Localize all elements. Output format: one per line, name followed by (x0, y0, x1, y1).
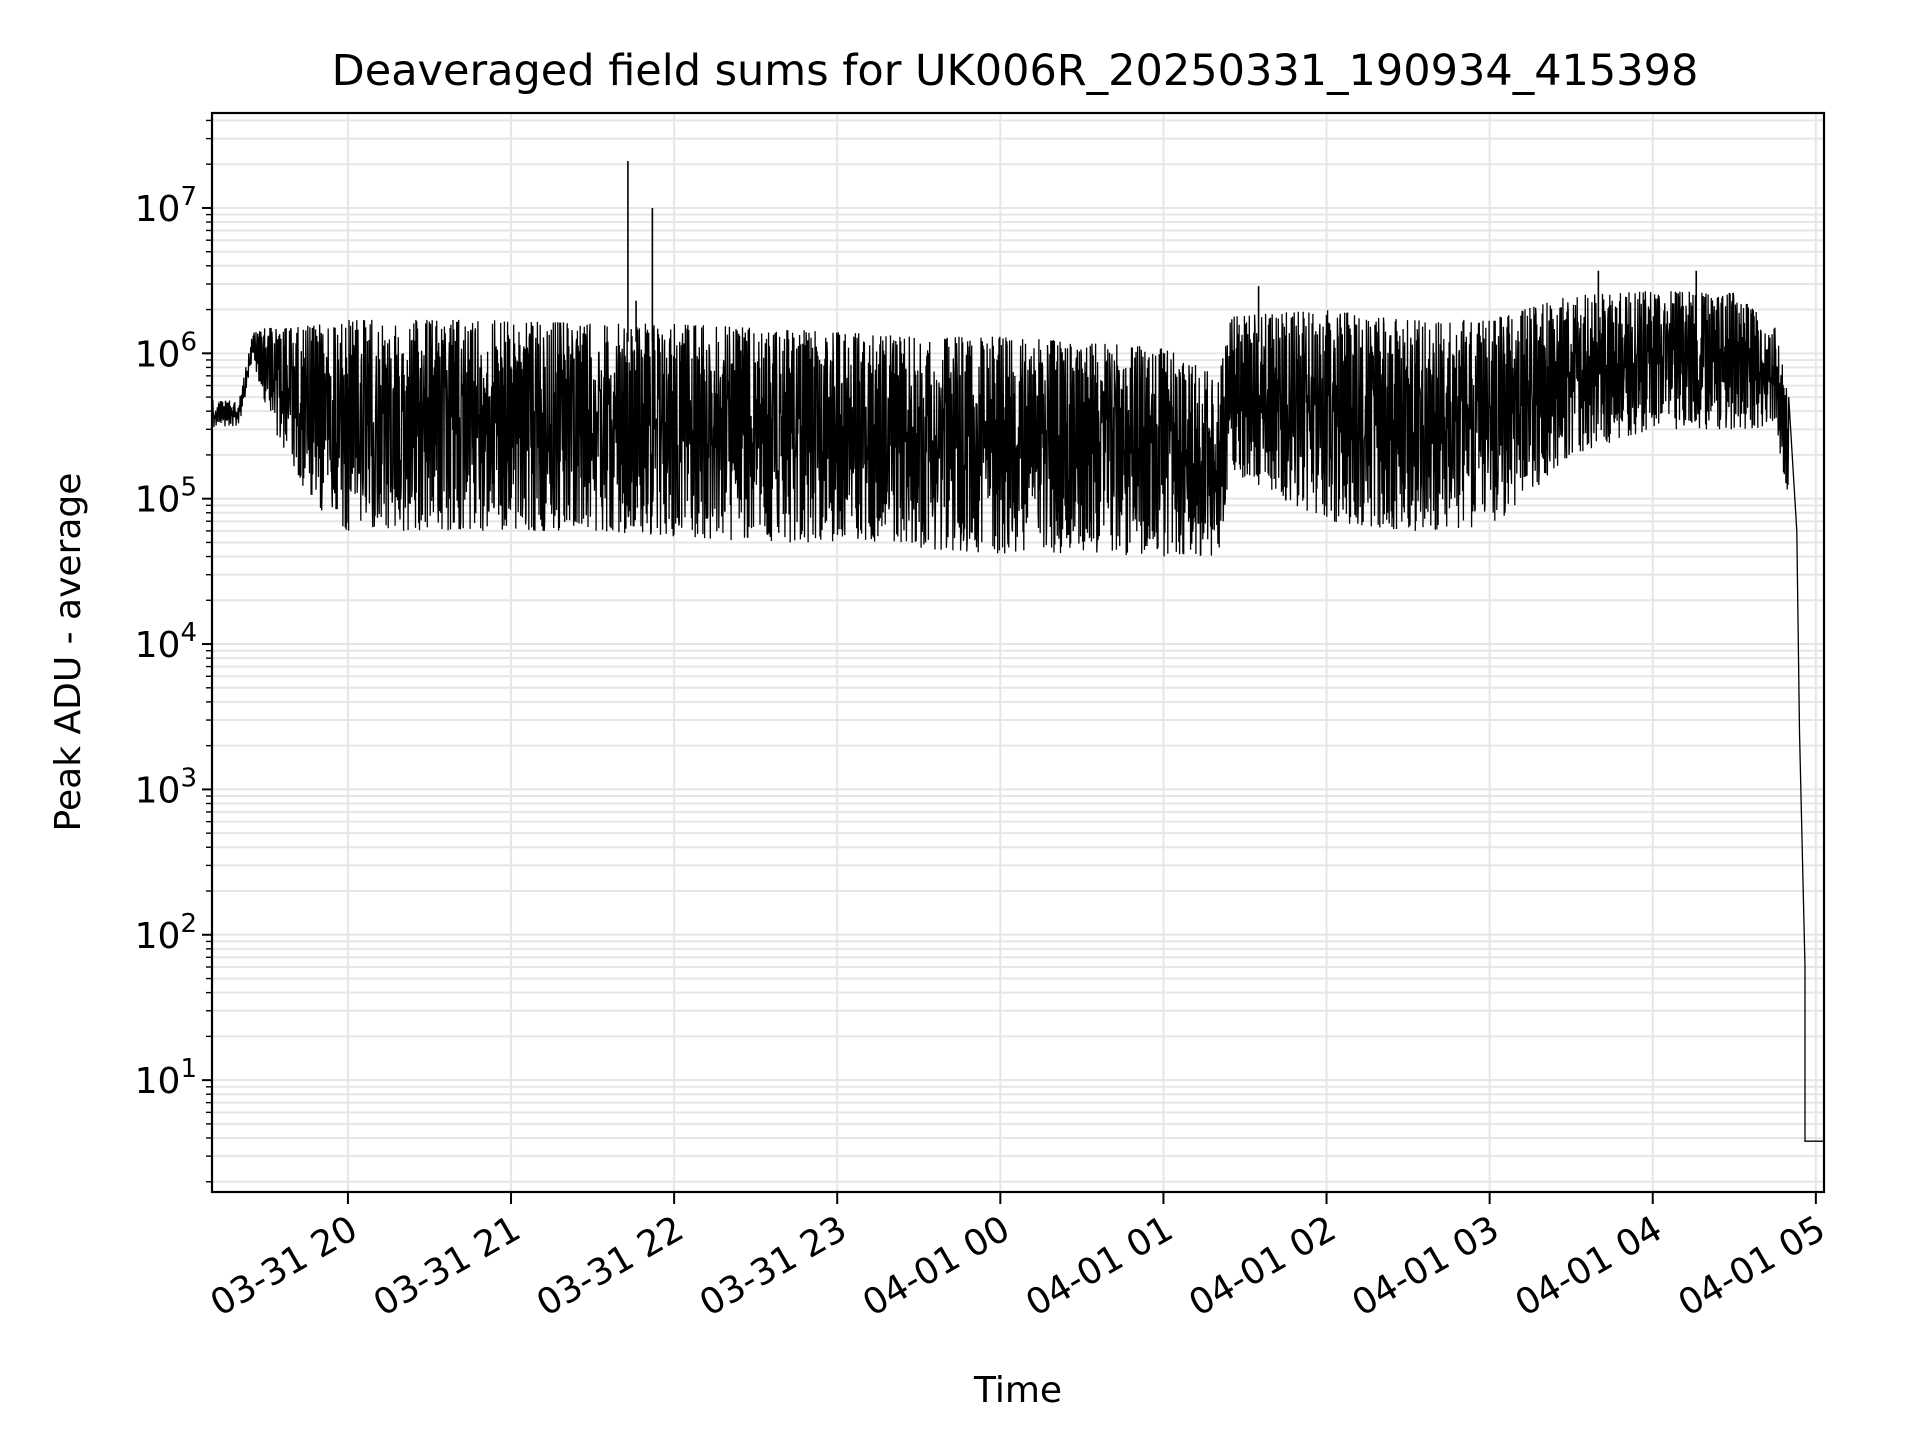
data-series-line (211, 291, 1824, 1142)
y-tick-label: 105 (135, 473, 197, 521)
y-tick-label: 107 (135, 182, 197, 230)
y-tick-label: 102 (135, 909, 197, 957)
chart-title: Deaveraged field sums for UK006R_2025033… (332, 46, 1699, 96)
series-layer (211, 161, 1824, 1142)
y-tick-label: 106 (135, 327, 197, 375)
y-tick-label: 104 (135, 618, 197, 666)
y-tick-label: 101 (135, 1054, 197, 1102)
y-tick-label: 103 (135, 763, 197, 811)
grid-layer (212, 113, 1824, 1192)
x-axis-label: Time (973, 1370, 1062, 1411)
y-axis-label: Peak ADU - average (48, 473, 89, 832)
plot-frame (210, 111, 1826, 1194)
